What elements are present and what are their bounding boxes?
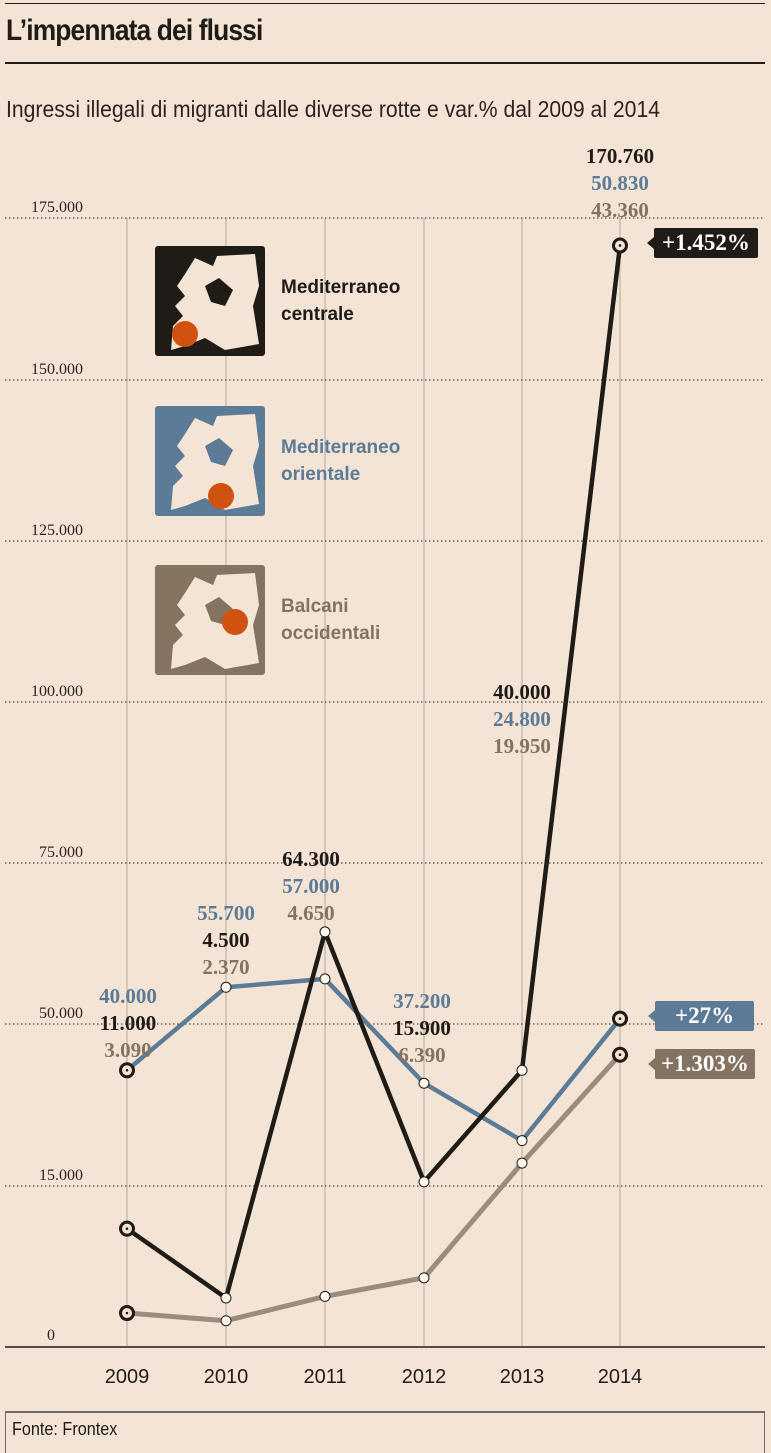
x-tick-label: 2010 [204, 1366, 249, 1388]
source-footer: Fonte: Frontex [5, 1411, 765, 1453]
data-point-center [618, 1053, 622, 1057]
europe-map-icon [155, 246, 265, 356]
data-point-center [125, 1068, 129, 1072]
data-point-center [618, 1017, 622, 1020]
data-label: 170.760 [586, 144, 654, 168]
x-tick-label: 2009 [105, 1366, 150, 1388]
y-tick-label: 125.000 [31, 522, 83, 539]
data-label: 24.800 [493, 707, 551, 731]
legend-item-balcani-occidentali: Balcani occidentali [155, 565, 380, 675]
data-point [220, 981, 232, 993]
source-text: Fonte: Frontex [12, 1419, 118, 1439]
data-label: 64.300 [282, 847, 340, 871]
data-label: 55.700 [197, 901, 255, 925]
y-tick-label: 15.000 [39, 1167, 83, 1184]
data-label: 40.000 [99, 984, 157, 1008]
europe-map-icon [155, 565, 265, 675]
data-point [516, 1135, 528, 1147]
data-point [516, 1064, 528, 1076]
legend-item-mediterraneo-centrale: Mediterraneo centrale [155, 246, 400, 356]
legend-label: Mediterraneo centrale [281, 277, 401, 325]
chart-subtitle: Ingressi illegali di migranti dalle dive… [6, 96, 660, 122]
x-tick-label: 2014 [598, 1366, 643, 1388]
pct-badge-balcani: +1.303% [648, 1049, 755, 1079]
data-point-center [125, 1311, 129, 1315]
data-point [418, 1176, 430, 1188]
europe-map-icon [155, 406, 265, 516]
data-label: 37.200 [393, 989, 451, 1013]
data-point-center [125, 1227, 129, 1230]
data-label: 50.830 [591, 171, 649, 195]
data-point [319, 1290, 331, 1302]
data-label: 2.370 [202, 955, 249, 979]
legend-label: Balcani occidentali [281, 596, 381, 644]
data-point [319, 926, 331, 938]
legend-item-mediterraneo-orientale: Mediterraneo orientale [155, 406, 400, 516]
y-tick-label: 75.000 [39, 844, 83, 861]
data-label: 4.650 [287, 901, 334, 925]
data-point [220, 1292, 232, 1304]
top-rule [5, 3, 765, 4]
line-chart: 0 15.000 50.000 75.000 100.000 125.000 150.000… [5, 144, 765, 1388]
y-tick-label: 175.000 [31, 199, 83, 216]
y-tick-label: 150.000 [31, 361, 83, 378]
data-label: 40.000 [493, 680, 551, 704]
data-label: 6.390 [398, 1043, 445, 1067]
x-tick-label: 2012 [402, 1366, 447, 1388]
data-label: 3.090 [104, 1038, 151, 1062]
data-label: 19.950 [493, 734, 551, 758]
data-label: 43.360 [591, 198, 649, 222]
series-line-1 [125, 976, 622, 1143]
page-title: L’impennata dei flussi [6, 14, 263, 47]
pct-badge-centrale: +1.452% [647, 228, 758, 258]
title-rule [5, 62, 765, 64]
data-point [516, 1157, 528, 1169]
data-point [418, 1272, 430, 1284]
y-tick-label: 0 [47, 1327, 55, 1344]
data-label: 11.000 [100, 1011, 157, 1035]
data-point [220, 1315, 232, 1327]
data-label: 15.900 [393, 1016, 451, 1040]
pct-badge-orientale: +27% [647, 1001, 755, 1031]
legend-label: Mediterraneo orientale [281, 437, 401, 485]
series-line-2 [126, 1053, 622, 1324]
x-tick-label: 2013 [500, 1366, 545, 1388]
y-tick-label: 50.000 [39, 1005, 83, 1022]
series-line-0 [125, 245, 623, 1301]
data-label: 4.500 [202, 928, 249, 952]
data-point [418, 1077, 430, 1089]
data-point [319, 973, 331, 985]
y-tick-label: 100.000 [31, 683, 83, 700]
x-tick-label: 2011 [303, 1366, 346, 1388]
data-label: 57.000 [282, 874, 340, 898]
data-point-center [618, 244, 622, 247]
